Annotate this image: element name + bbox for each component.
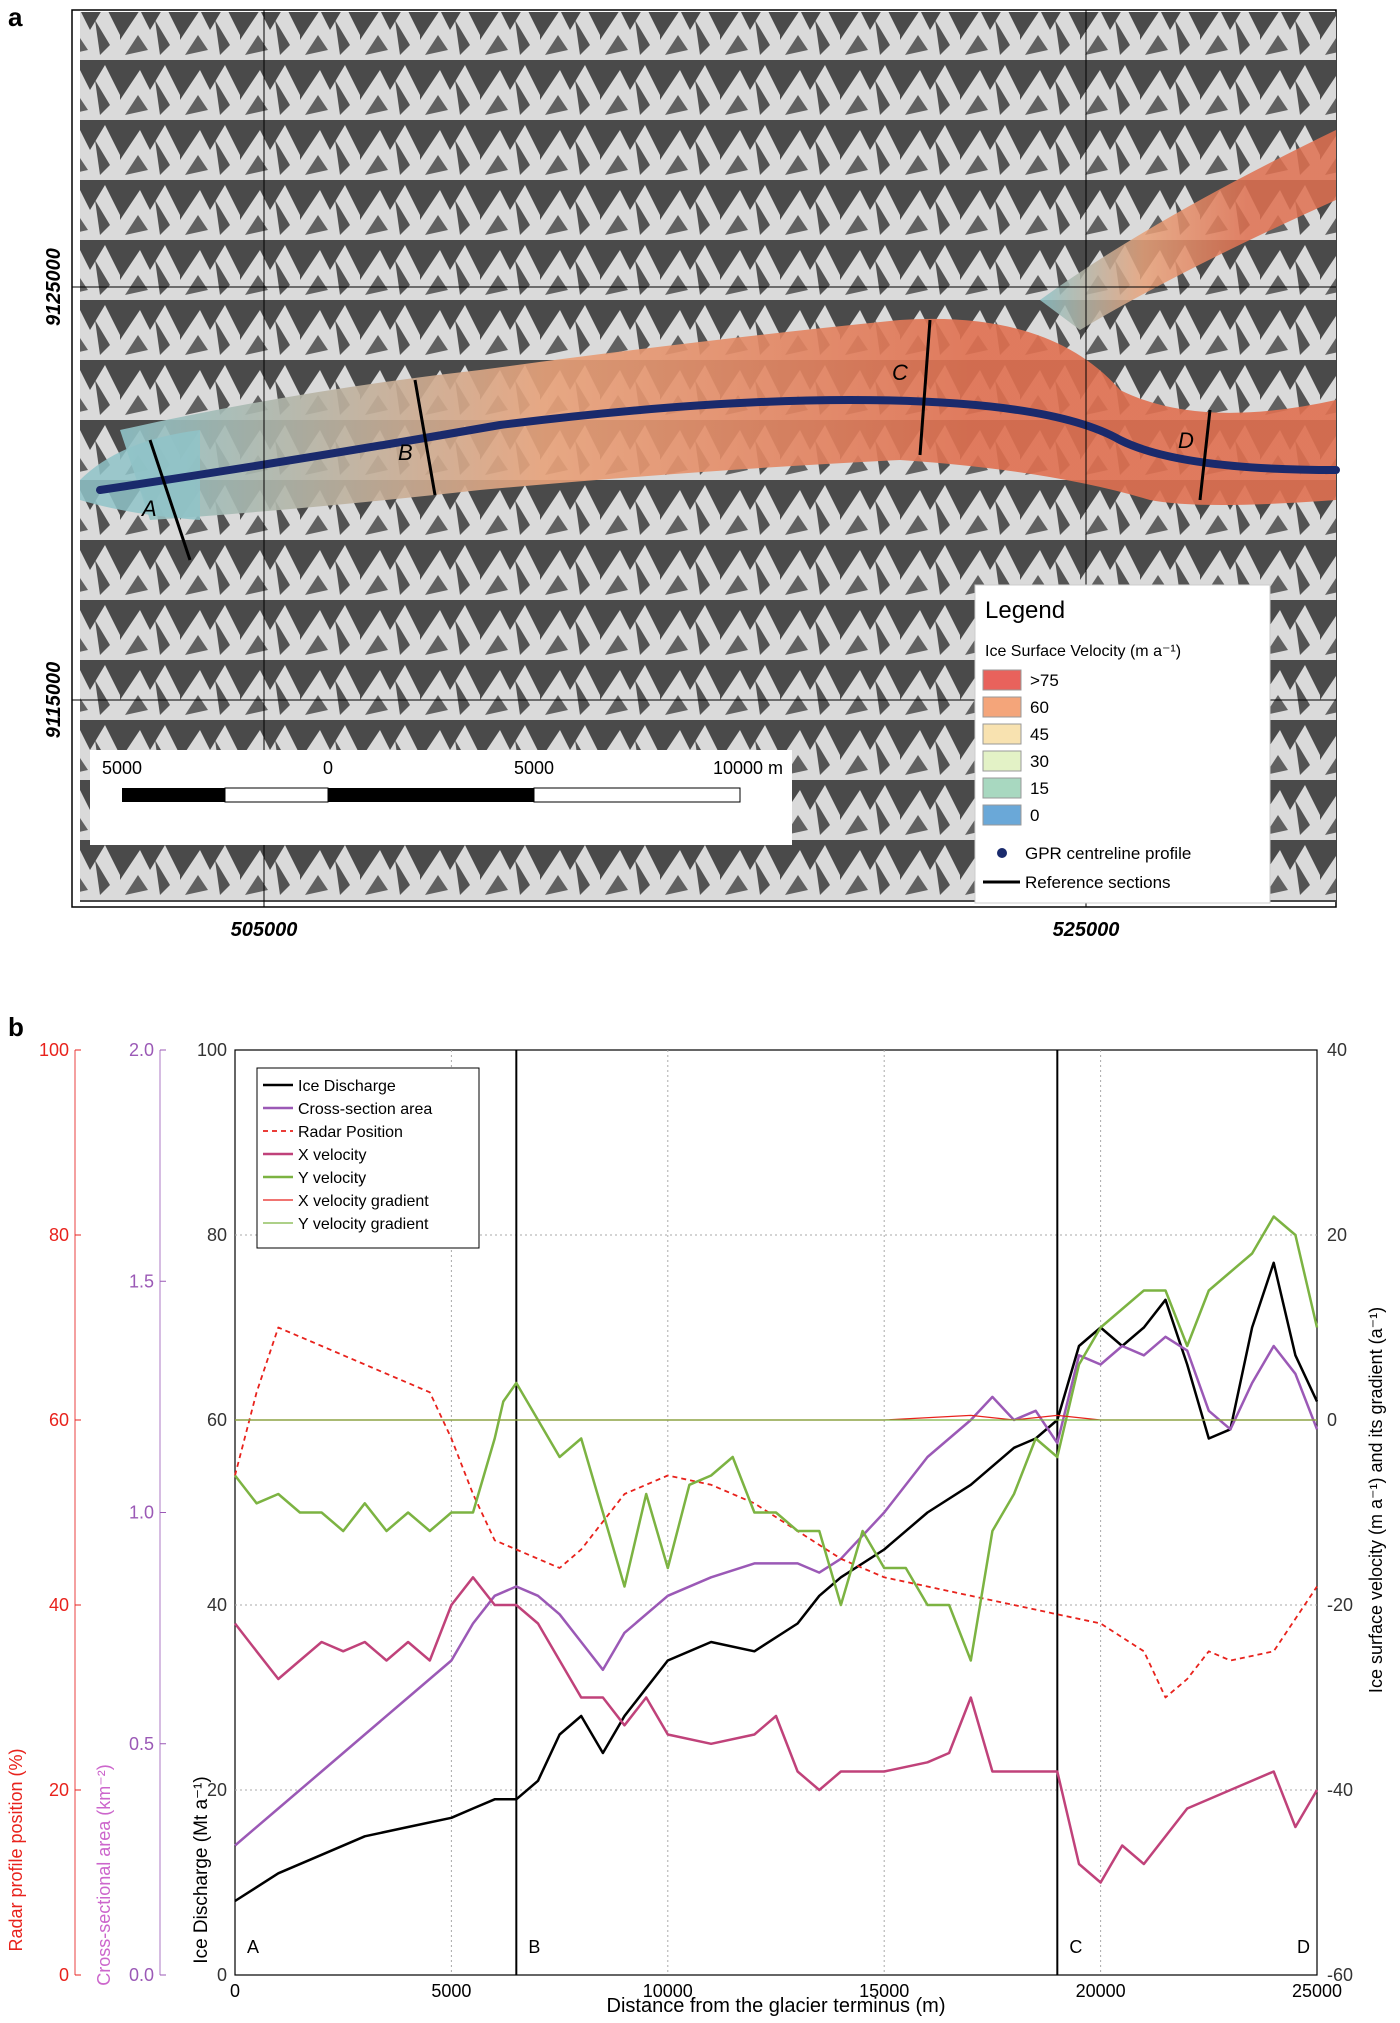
y-left-tick-label: 0 — [217, 1965, 227, 1985]
map-x-tick-525000: 525000 — [1053, 919, 1120, 941]
map-y-tick-9115000: 9115000 — [43, 662, 65, 738]
series-line-x-velocity — [234, 1576, 1319, 1884]
legend-gpr-label: GPR centreline profile — [1025, 844, 1191, 863]
x-tick-label: 25000 — [1292, 1981, 1342, 2001]
chart-legend: Ice Discharge Cross-section area Radar Pos… — [256, 1067, 480, 1249]
legend-subtitle: Ice Surface Velocity (m a⁻¹) — [985, 643, 1181, 660]
x-tick-label: 15000 — [859, 1981, 909, 2001]
map-legend: Legend Ice Surface Velocity (m a⁻¹) >75 6… — [974, 584, 1271, 904]
panel-a-label: a — [8, 2, 23, 32]
reference-section-b — [413, 379, 437, 496]
scale-bar: 5000 0 5000 10000 m — [90, 750, 792, 845]
legend-label: X velocity — [298, 1147, 366, 1164]
y-right-tick-label: -60 — [1327, 1965, 1353, 1985]
section-line-label: D — [1297, 1937, 1310, 1957]
legend-class-label: 45 — [1030, 725, 1049, 744]
y-area-tick-label: 1.5 — [129, 1271, 154, 1291]
legend-swatch — [982, 669, 1022, 691]
reference-section-c — [918, 319, 932, 456]
y-area-tick-label: 1.0 — [129, 1503, 154, 1523]
section-label-c: C — [892, 360, 908, 385]
legend-class-label: >75 — [1030, 671, 1059, 690]
series-line-radar-position — [234, 1326, 1318, 1699]
legend-swatch — [982, 696, 1022, 718]
scale-label-0: 5000 — [102, 758, 142, 778]
reference-section-a — [148, 439, 192, 561]
legend-label: X velocity gradient — [298, 1193, 429, 1210]
y-left-tick-label: 20 — [207, 1780, 227, 1800]
x-tick-label: 20000 — [1076, 1981, 1126, 2001]
series-line-y-velocity — [234, 1215, 1319, 1662]
section-line-label: A — [247, 1937, 259, 1957]
y-area-tick-label: 0.5 — [129, 1734, 154, 1754]
legend-swatch — [982, 750, 1022, 772]
legend-swatch — [982, 723, 1022, 745]
legend-class-label: 30 — [1030, 752, 1049, 771]
x-axis-label: Distance from the glacier terminus (m) — [607, 1995, 946, 2017]
legend-class-label: 0 — [1030, 806, 1039, 825]
section-label-d: D — [1178, 428, 1194, 453]
legend-class-label: 15 — [1030, 779, 1049, 798]
y-radar-tick-label: 80 — [49, 1225, 69, 1245]
scale-label-2: 5000 — [514, 758, 554, 778]
x-tick-label: 5000 — [431, 1981, 471, 2001]
y-right-tick-label: -20 — [1327, 1595, 1353, 1615]
y-left-tick-label: 60 — [207, 1410, 227, 1430]
x-tick-label: 0 — [230, 1981, 240, 2001]
y-right-tick-label: 40 — [1327, 1040, 1347, 1060]
y-radar-tick-label: 40 — [49, 1595, 69, 1615]
legend-label: Cross-section area — [298, 1101, 432, 1118]
y-radar-tick-label: 100 — [39, 1040, 69, 1060]
legend-ref-label: Reference sections — [1025, 873, 1171, 892]
panel-b-label: b — [8, 1012, 24, 1042]
y-left-tick-label: 100 — [197, 1040, 227, 1060]
glacier-body — [120, 318, 1336, 520]
series-line-ice-discharge — [234, 1261, 1319, 1903]
gpr-legend-icon — [997, 848, 1007, 858]
gpr-centreline-profile — [96, 395, 1340, 494]
y-right-axis-label: Ice surface velocity (m a⁻¹) and its gra… — [1366, 1307, 1386, 1693]
section-line-label: B — [528, 1937, 540, 1957]
y-radar-tick-label: 0 — [59, 1965, 69, 1985]
scale-label-1: 0 — [323, 758, 333, 778]
glacier-tributary — [1040, 130, 1336, 330]
y-radar-axis-label: Radar profile position (%) — [6, 1748, 26, 1951]
legend-swatch — [982, 777, 1022, 799]
y-left-axis-label: Ice Discharge (Mt a⁻¹) — [191, 1776, 212, 1963]
section-line-label: C — [1069, 1937, 1082, 1957]
y-right-tick-label: -40 — [1327, 1780, 1353, 1800]
reference-section-d — [1198, 409, 1212, 501]
y-right-tick-label: 20 — [1327, 1225, 1347, 1245]
legend-title: Legend — [985, 597, 1065, 624]
y-area-tick-label: 2.0 — [129, 1040, 154, 1060]
legend-swatch — [982, 804, 1022, 826]
legend-label: Y velocity gradient — [298, 1216, 429, 1233]
section-label-b: B — [398, 440, 413, 465]
legend-label: Radar Position — [298, 1124, 403, 1141]
y-right-tick-label: 0 — [1327, 1410, 1337, 1430]
scale-label-3: 10000 m — [713, 758, 783, 778]
section-label-a: A — [140, 496, 157, 521]
y-area-axis-label: Cross-sectional area (km⁻²) — [94, 1764, 114, 1986]
y-area-tick-label: 0.0 — [129, 1965, 154, 1985]
legend-label: Y velocity — [298, 1170, 366, 1187]
y-radar-tick-label: 20 — [49, 1780, 69, 1800]
x-tick-label: 10000 — [643, 1981, 693, 2001]
map-y-tick-9125000: 9125000 — [43, 248, 65, 326]
legend-label: Ice Discharge — [298, 1078, 396, 1095]
legend-class-label: 60 — [1030, 698, 1049, 717]
y-left-tick-label: 40 — [207, 1595, 227, 1615]
map-x-tick-505000: 505000 — [231, 919, 298, 941]
y-radar-tick-label: 60 — [49, 1410, 69, 1430]
y-left-tick-label: 80 — [207, 1225, 227, 1245]
velocity-map: A B C D 505000 525000 9125000 9115000 50… — [43, 9, 1340, 941]
